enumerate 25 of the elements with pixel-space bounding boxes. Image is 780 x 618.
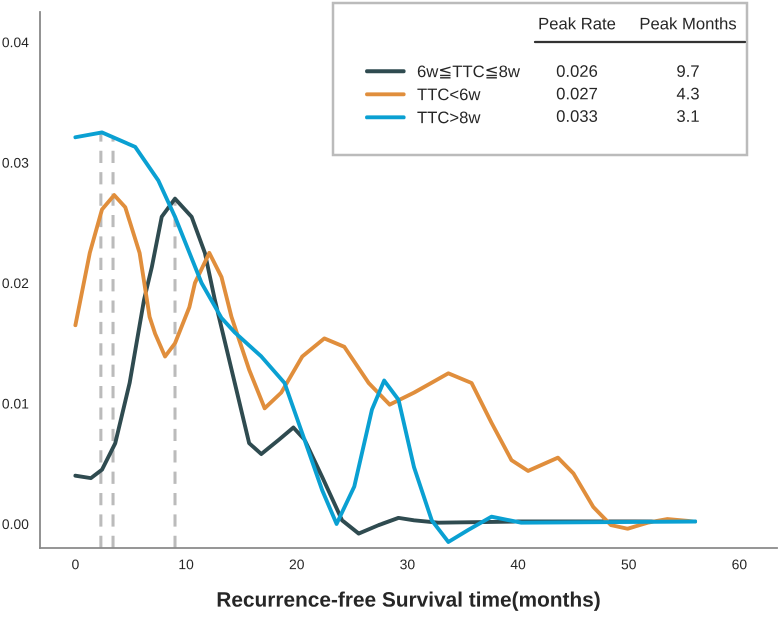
- annotation: Peak Months: [640, 17, 736, 30]
- x-tick-label: 30: [400, 559, 415, 570]
- x-tick-label: 50: [622, 559, 636, 570]
- annotation: 0.026: [556, 65, 598, 77]
- x-tick-label: 20: [290, 559, 304, 570]
- annotation: 0.027: [556, 88, 598, 100]
- legend-label: 6w≦TTC≦8w: [418, 65, 520, 78]
- x-tick-label: 10: [179, 559, 194, 570]
- x-axis-title: Recurrence-free Survival time(months): [218, 592, 600, 611]
- y-tick-label: 0.04: [2, 37, 28, 48]
- y-tick-label: 0.00: [2, 519, 28, 530]
- x-tick-label: 0: [72, 559, 79, 570]
- y-tick-label: 0.01: [2, 398, 28, 409]
- annotation: 4.3: [676, 88, 699, 100]
- legend-label: TTC>8w: [417, 112, 480, 124]
- annotation: 0.033: [556, 110, 598, 122]
- legend-label: TTC<6w: [417, 88, 480, 100]
- annotation: 9.7: [677, 65, 699, 77]
- y-tick-label: 0.03: [2, 158, 28, 168]
- annotation: Peak Rate: [539, 17, 616, 30]
- line-series: [73, 130, 698, 544]
- x-tick-label: 40: [510, 559, 526, 570]
- annotation: 3.1: [677, 110, 699, 122]
- x-tick-label: 60: [732, 559, 747, 570]
- y-tick-label: 0.02: [2, 278, 28, 288]
